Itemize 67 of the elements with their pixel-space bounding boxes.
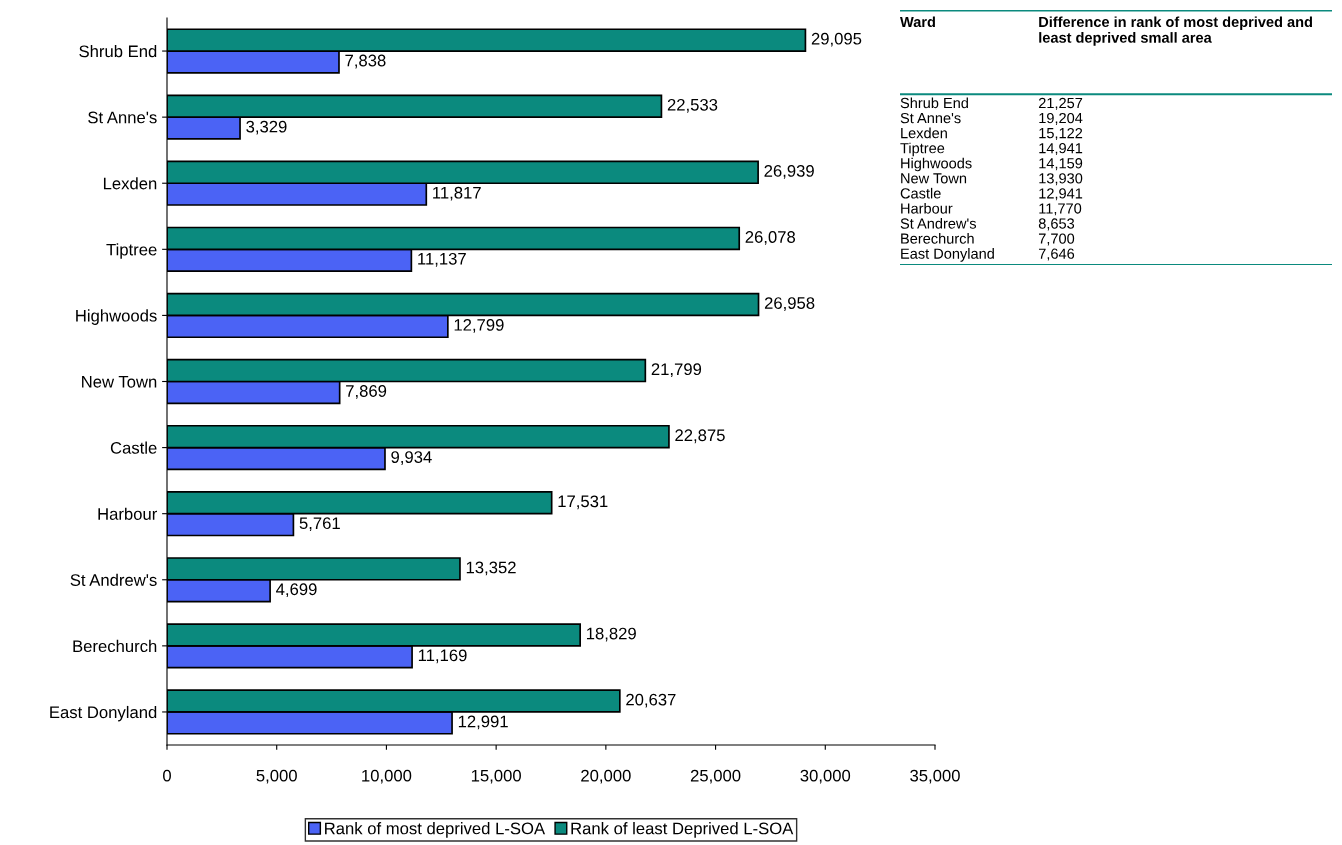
text: 14,159 [1039, 158, 1083, 171]
category-label: St Andrew's [900, 217, 977, 229]
y-tick-label: Berechurch [73, 639, 157, 653]
category-label: Lexden [901, 127, 947, 139]
data-label: 20,637 [626, 693, 676, 708]
category-label: Highwoods [901, 157, 972, 172]
x-tick-label: 20,000 [581, 769, 631, 784]
data-label: 18,829 [586, 627, 636, 642]
data-label: 11,169 [418, 649, 467, 664]
category-label: East Donyland [901, 248, 994, 262]
data-label: 22,875 [675, 429, 725, 444]
data-label: 5,761 [299, 517, 340, 532]
text: 15,122 [1039, 127, 1083, 141]
x-tick-label: 10,000 [362, 769, 412, 784]
x-tick-label: 5,000 [256, 769, 297, 784]
x-tick-label: 35,000 [910, 769, 960, 784]
legend-label: Rank of least Deprived L-SOA [571, 822, 794, 838]
category-label: New Town [901, 173, 967, 184]
y-tick-label: East Donyland [50, 705, 157, 722]
text: 7,646 [1038, 248, 1075, 261]
y-tick-label: New Town [82, 376, 157, 388]
text: 11,770 [1039, 203, 1082, 216]
x-tick-label: 25,000 [690, 769, 741, 784]
y-tick-label: Tiptree [106, 243, 157, 259]
data-label: 7,869 [346, 385, 387, 399]
data-label: 3,329 [246, 120, 287, 135]
text: 8,653 [1038, 218, 1075, 231]
data-label: 11,817 [433, 186, 481, 201]
text: 14,941 [1039, 143, 1083, 156]
x-tick-label: 0 [163, 769, 171, 782]
data-label: 21,799 [651, 363, 702, 378]
annotation: Ward [900, 16, 935, 28]
data-label: 9,934 [391, 451, 432, 465]
legend-label: Rank of most deprived L-SOA [325, 822, 546, 838]
category-label: Castle [900, 187, 941, 199]
y-tick-label: St Andrew's [70, 573, 157, 586]
y-tick-label: Harbour [98, 507, 158, 520]
data-label: 7,838 [345, 54, 386, 69]
text: 19,204 [1039, 112, 1083, 125]
text: 13,930 [1039, 173, 1083, 186]
data-label: 12,799 [454, 318, 504, 333]
category-label: Berechurch [901, 233, 974, 244]
y-tick-label: St Anne's [88, 111, 157, 124]
y-tick-label: Castle [110, 441, 157, 454]
y-tick-label: Lexden [103, 177, 157, 190]
data-label: 22,533 [667, 98, 718, 113]
text: Difference in rank of most deprived and least deprived small area [1039, 16, 1312, 46]
x-tick-label: 15,000 [471, 769, 521, 784]
text: 7,700 [1038, 233, 1075, 246]
x-tick-label: 30,000 [800, 769, 851, 784]
category-label: Tiptree [900, 142, 945, 157]
category-label: St Anne's [900, 112, 961, 124]
data-label: 26,958 [764, 297, 815, 311]
y-tick-label: Shrub End [79, 45, 157, 58]
data-label: 12,991 [458, 715, 508, 730]
data-label: 29,095 [811, 32, 862, 47]
category-label: Harbour [901, 202, 953, 214]
data-label: 26,078 [745, 231, 796, 245]
data-label: 11,137 [418, 252, 466, 267]
text: 21,257 [1038, 97, 1083, 110]
text: 12,941 [1039, 188, 1083, 201]
y-tick-label: Highwoods [76, 309, 157, 325]
data-label: 4,699 [276, 583, 317, 598]
data-label: 17,531 [558, 495, 608, 510]
category-label: Shrub End [900, 97, 968, 109]
data-label: 13,352 [466, 561, 516, 576]
data-label: 26,939 [764, 164, 814, 179]
